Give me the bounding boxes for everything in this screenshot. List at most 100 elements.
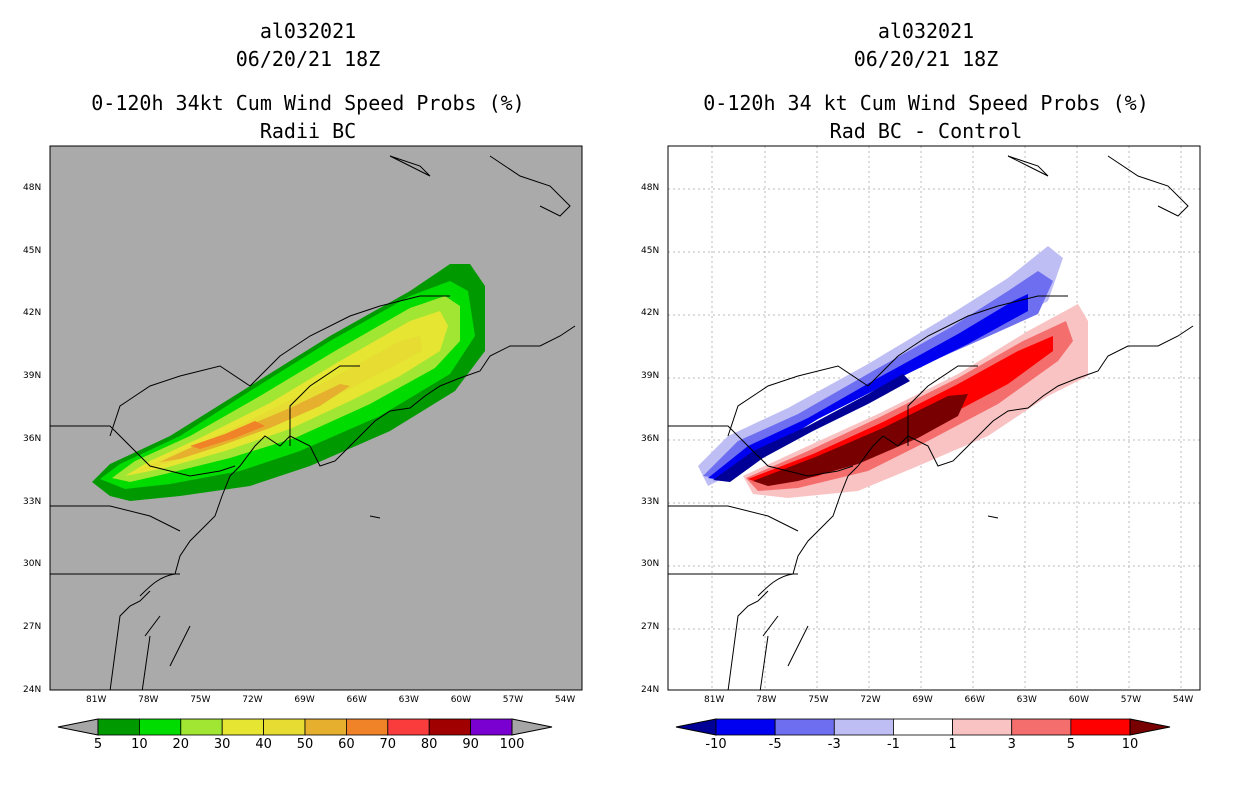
right-colorbar-swatch [893,718,953,736]
right-title: 0-120h 34 kt Cum Wind Speed Probs (%) [703,91,1149,115]
right-colorbar [675,718,1171,736]
left-lon-label: 60W [450,695,472,705]
left-colorbar-label: 40 [255,737,272,752]
left-colorbar-swatch [470,718,513,736]
right-lon-label: 60W [1068,695,1090,705]
right-datetime: 06/20/21 18Z [853,47,999,71]
right-lon-label: 72W [860,695,881,705]
left-lat-label: 42N [23,308,42,319]
left-lon-label: 54W [554,695,576,705]
left-lat-label: 45N [23,245,42,256]
left-colorbar-label: 70 [379,737,397,752]
right-lon-label: 81W [704,695,725,705]
right-lon-label: 57W [1120,695,1142,705]
right-lat-label: 48N [641,183,660,193]
diff-contour-over [753,394,968,486]
right-lat-label: 42N [641,308,660,319]
left-lat-label: 33N [23,496,42,507]
left-lat-label: 30N [23,559,42,570]
left-lat-label: 27N [23,621,42,632]
right-lat-label: 27N [641,621,660,632]
left-title: 0-120h 34kt Cum Wind Speed Probs (%) [91,91,525,115]
left-colorbar-label: 80 [420,737,438,752]
right-colorbar-label: -10 [705,737,727,752]
right-lon-label: 63W [1016,695,1037,705]
right-lat-label: 33N [641,496,660,507]
left-colorbar-over [511,718,553,736]
right-lat-label: 30N [641,559,660,570]
left-colorbar [57,718,553,736]
left-colorbar-swatch [304,718,347,736]
right-colorbar-swatch [952,718,1013,736]
left-colorbar-swatch [97,718,140,736]
left-lon-label: 72W [242,695,263,705]
left-lat-label: 39N [23,371,42,382]
right-colorbar-label: 10 [1121,737,1139,752]
left-map [50,146,582,690]
left-colorbar-swatch [221,718,264,736]
right-colorbar-label: 3 [1007,737,1016,752]
right-colorbar-under [675,718,717,736]
right-colorbar-swatch [833,718,894,736]
right-colorbar-over [1129,718,1171,736]
right-map-frame [667,145,1201,691]
right-colorbar-swatch [1070,718,1131,736]
left-colorbar-label: 10 [131,737,148,752]
right-colorbar-label: 1 [948,737,957,752]
right-lon-label: 78W [756,695,777,705]
left-subtitle: Radii BC [259,119,357,143]
right-colorbar-swatch [774,718,835,736]
prob-contour-60 [190,421,265,449]
left-colorbar-swatch [138,718,182,736]
right-lon-label: 75W [808,695,829,705]
left-colorbar-label: 30 [213,737,231,752]
left-lat-label: 24N [23,684,42,695]
right-colorbar-swatch [715,718,776,736]
left-lon-label: 75W [190,695,211,705]
left-colorbar-label: 20 [172,737,190,752]
left-storm-id: al032021 [259,19,357,43]
prob-contour-40 [135,336,422,472]
left-colorbar-under [57,718,99,736]
right-lat-label: 45N [641,245,660,256]
right-lat-label: 39N [641,371,660,382]
left-lon-label: 63W [398,695,419,705]
right-colorbar-swatch [1011,718,1072,736]
right-lon-label: 66W [964,695,985,705]
left-colorbar-swatch [263,718,306,736]
right-colorbar-label: -3 [827,737,841,752]
left-lat-label: 36N [23,433,42,444]
right-lon-label: 69W [912,695,933,705]
left-colorbar-label: 60 [338,737,355,752]
right-lat-label: 36N [641,433,660,444]
left-lat-label: 48N [23,183,42,193]
left-map-frame [49,145,583,691]
left-lon-label: 69W [294,695,315,705]
left-colorbar-swatch [428,718,472,736]
left-colorbar-label: 90 [462,737,479,752]
left-lon-label: 78W [138,695,159,705]
right-lat-label: 24N [641,684,660,695]
left-lon-label: 66W [346,695,367,705]
right-lon-label: 54W [1172,695,1194,705]
right-colorbar-label: -1 [886,737,900,752]
left-datetime: 06/20/21 18Z [235,47,381,71]
right-colorbar-label: 5 [1066,737,1075,752]
left-colorbar-swatch [180,718,223,736]
left-colorbar-label: 50 [296,737,314,752]
right-subtitle: Rad BC - Control [829,119,1023,143]
right-map [668,146,1200,690]
diff-contour-neg10 [708,294,1028,481]
left-colorbar-swatch [345,718,389,736]
left-lon-label: 57W [502,695,524,705]
left-lon-label: 81W [86,695,107,705]
left-colorbar-label: 5 [93,737,103,752]
left-colorbar-label: 100 [499,737,525,752]
left-colorbar-swatch [387,718,430,736]
right-storm-id: al032021 [877,19,975,43]
right-colorbar-label: -5 [768,737,782,752]
diff-contour-pos5 [748,336,1053,486]
prob-contour-30 [125,311,448,476]
diff-contour-under [713,374,910,482]
